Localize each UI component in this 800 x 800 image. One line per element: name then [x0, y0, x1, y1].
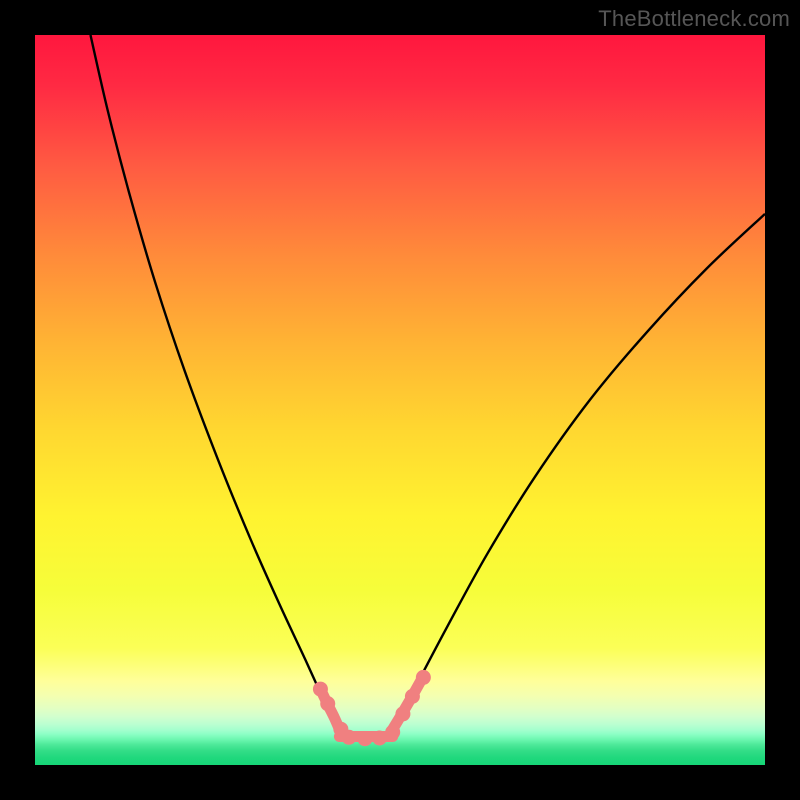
highlight-dot [357, 731, 372, 746]
watermark-text: TheBottleneck.com [598, 6, 790, 32]
highlight-dot [385, 725, 400, 740]
highlight-dot [313, 682, 328, 697]
highlight-dot [416, 670, 431, 685]
highlight-dot [405, 689, 420, 704]
highlight-dot [395, 706, 410, 721]
bottleneck-chart [0, 0, 800, 800]
highlight-dot [320, 696, 335, 711]
highlight-dot [372, 730, 387, 745]
chart-frame: { "watermark": { "text": "TheBottleneck.… [0, 0, 800, 800]
plot-background [35, 35, 765, 765]
highlight-dot [341, 730, 356, 745]
